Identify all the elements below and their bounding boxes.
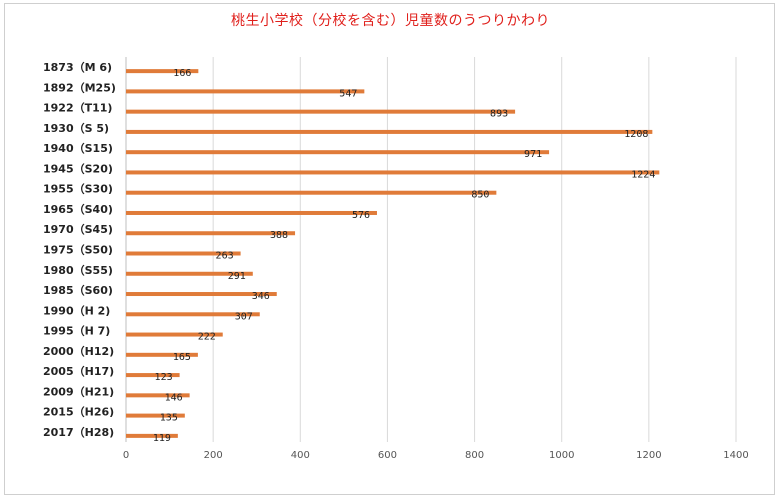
data-label: 971 xyxy=(524,149,542,160)
data-label: 165 xyxy=(173,352,191,363)
bar xyxy=(126,373,180,378)
category-label: 1930（S 5) xyxy=(43,122,109,135)
bar xyxy=(126,271,253,276)
data-label: 893 xyxy=(490,109,508,120)
bar xyxy=(126,210,377,215)
data-label: 1224 xyxy=(631,169,655,180)
bar xyxy=(126,352,198,357)
data-label: 388 xyxy=(270,230,288,241)
bar xyxy=(126,150,550,155)
category-label: 1873（M 6) xyxy=(43,61,112,74)
category-label: 1985（S60) xyxy=(43,284,113,297)
x-axis-ticks: 0 200 400 600 800 1000 1200 1400 xyxy=(123,450,749,461)
data-label: 547 xyxy=(339,88,357,99)
bars xyxy=(126,69,660,438)
category-label: 1892（M25) xyxy=(43,81,116,94)
category-label: 1980（S55) xyxy=(43,264,113,277)
bar xyxy=(126,332,223,337)
data-label: 307 xyxy=(235,311,253,322)
x-tick-label: 600 xyxy=(378,450,397,461)
category-label: 2015（H26) xyxy=(43,406,114,419)
data-label: 1208 xyxy=(624,129,648,140)
bar xyxy=(126,109,516,114)
data-labels: 166 547 893 1208 971 1224 850 576 388 263 291 346 30… xyxy=(153,68,656,444)
category-label: 1940（S15) xyxy=(43,142,113,155)
bar xyxy=(126,231,296,236)
bar xyxy=(126,170,660,175)
data-label: 222 xyxy=(198,332,216,343)
data-label: 576 xyxy=(352,210,370,221)
grid-lines xyxy=(125,57,737,442)
data-label: 291 xyxy=(228,271,246,282)
bar xyxy=(126,393,190,398)
data-label: 850 xyxy=(471,190,489,201)
bar xyxy=(126,292,277,297)
chart-title: 桃生小学校（分校を含む）児童数のうつりかわり xyxy=(231,13,550,29)
category-label: 1922（T11) xyxy=(43,102,112,115)
data-label: 146 xyxy=(165,392,183,403)
category-labels: 1873（M 6) 1892（M25) 1922（T11) 1930（S 5) 1940… xyxy=(43,61,116,439)
bar xyxy=(126,413,185,418)
data-label: 346 xyxy=(252,291,270,302)
data-label: 123 xyxy=(155,372,173,383)
category-label: 2005（H17) xyxy=(43,365,114,378)
category-label: 1990（H 2) xyxy=(43,304,110,317)
chart-frame xyxy=(4,3,775,495)
x-tick-label: 1000 xyxy=(549,450,574,461)
data-label: 263 xyxy=(216,251,234,262)
data-label: 166 xyxy=(173,68,191,79)
x-tick-label: 0 xyxy=(123,450,129,461)
category-label: 1995（H 7) xyxy=(43,325,110,338)
category-label: 1965（S40) xyxy=(43,203,113,216)
x-tick-label: 1400 xyxy=(723,450,748,461)
bar xyxy=(126,190,497,195)
category-label: 2017（H28) xyxy=(43,426,114,439)
x-tick-label: 800 xyxy=(465,450,484,461)
bar xyxy=(126,69,199,74)
bar xyxy=(126,129,653,134)
category-label: 2000（H12) xyxy=(43,345,114,358)
category-label: 1955（S30) xyxy=(43,183,113,196)
bar xyxy=(126,251,241,256)
category-label: 2009（H21) xyxy=(43,385,114,398)
data-label: 135 xyxy=(160,413,178,424)
bar xyxy=(126,312,260,317)
data-label: 119 xyxy=(153,433,171,444)
category-label: 1945（S20) xyxy=(43,162,113,175)
x-tick-label: 400 xyxy=(291,450,310,461)
bar xyxy=(126,89,365,94)
x-tick-label: 200 xyxy=(204,450,223,461)
x-tick-label: 1200 xyxy=(636,450,661,461)
category-label: 1970（S45) xyxy=(43,223,113,236)
category-label: 1975（S50) xyxy=(43,244,113,257)
bar xyxy=(126,433,178,438)
